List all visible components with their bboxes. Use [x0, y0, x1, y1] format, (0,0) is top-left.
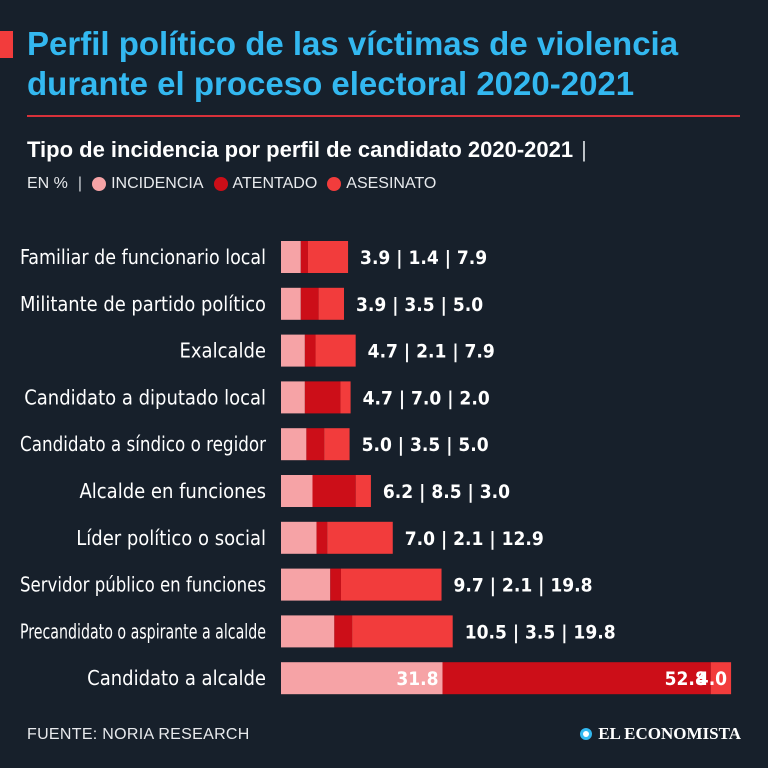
- chart-legend: EN % | INCIDENCIA ATENTADO ASESINATO: [27, 173, 446, 195]
- bar-segment-incidencia: [281, 568, 331, 601]
- bar-segment-atentado: [300, 287, 319, 320]
- data-label: 7.0 | 2.1 | 12.9: [405, 528, 544, 550]
- category-label: Servidor público en funciones: [20, 573, 266, 597]
- bar-segment-asesinato: [352, 615, 453, 648]
- bar-segment-atentado: [330, 568, 341, 601]
- title-accent-bar: [0, 31, 13, 58]
- bar-segment-incidencia: [281, 662, 443, 695]
- bar-segment-asesinato: [340, 381, 351, 414]
- data-label: 9.7 | 2.1 | 19.8: [454, 575, 593, 597]
- data-label-asesinato: 4.0: [697, 668, 727, 690]
- bar-segment-incidencia: [281, 615, 335, 648]
- category-label: Líder político o social: [76, 526, 266, 550]
- bar-segment-atentado: [306, 428, 325, 461]
- legend-label-atentado: ATENTADO: [232, 175, 318, 192]
- bar-segment-incidencia: [281, 334, 305, 367]
- bar-segment-atentado: [304, 381, 341, 414]
- legend-label-asesinato: ASESINATO: [346, 175, 437, 192]
- bar-segment-atentado: [334, 615, 353, 648]
- legend-item-asesinato: ASESINATO: [327, 175, 436, 193]
- data-label-incidencia: 31.8: [396, 668, 438, 690]
- data-label: 3.9 | 3.5 | 5.0: [356, 294, 483, 316]
- bar-segment-asesinato: [355, 475, 371, 507]
- bar-segment-incidencia: [281, 475, 313, 507]
- legend-item-atentado: ATENTADO: [213, 175, 318, 193]
- brand-icon: [580, 728, 593, 740]
- bar-segment-incidencia: [281, 241, 301, 273]
- bar-segment-asesinato: [327, 521, 393, 554]
- legend-item-incidencia: INCIDENCIA: [92, 175, 204, 193]
- bar-segment-incidencia: [281, 428, 307, 461]
- bar-segment-incidencia: [281, 521, 317, 554]
- category-label: Candidato a diputado local: [24, 385, 266, 409]
- legend-swatch-atentado: [213, 177, 228, 191]
- bar-segment-atentado: [442, 662, 711, 695]
- bar-segment-asesinato: [315, 334, 356, 367]
- brand-logo: EL ECONOMISTA: [580, 724, 741, 744]
- bar-segment-atentado: [304, 334, 316, 367]
- data-label: 5.0 | 3.5 | 5.0: [362, 434, 489, 456]
- chart-title-text: Tipo de incidencia por perfil de candida…: [27, 137, 574, 162]
- category-label: Militante de partido político: [20, 292, 266, 316]
- bar-segment-atentado: [312, 475, 356, 507]
- data-label: 4.7 | 2.1 | 7.9: [368, 341, 495, 363]
- category-label: Exalcalde: [180, 339, 266, 363]
- bar-segment-asesinato: [307, 241, 349, 273]
- data-label-atentado: 52.8: [665, 668, 707, 690]
- bar-segment-asesinato: [340, 568, 442, 601]
- category-label: Candidato a síndico o regidor: [20, 432, 267, 456]
- page-title: Perfil político de las víctimas de viole…: [27, 25, 679, 102]
- bar-segment-asesinato: [318, 287, 344, 320]
- category-label: Candidato a alcalde: [87, 666, 266, 690]
- bar-segment-incidencia: [281, 287, 301, 320]
- brand-name: EL ECONOMISTA: [598, 724, 741, 743]
- unit-label: EN %: [27, 175, 68, 192]
- category-label: Familiar de funcionario local: [20, 245, 266, 269]
- chart-title: Tipo de incidencia por perfil de candida…: [27, 137, 587, 163]
- bar-segment-incidencia: [281, 381, 305, 414]
- data-label: 6.2 | 8.5 | 3.0: [383, 481, 510, 503]
- category-label: Precandidato o aspirante a alcalde: [20, 619, 266, 643]
- data-label: 4.7 | 7.0 | 2.0: [363, 387, 490, 409]
- bar-segment-atentado: [300, 241, 308, 273]
- data-label: 3.9 | 1.4 | 7.9: [360, 247, 487, 269]
- legend-label-incidencia: INCIDENCIA: [111, 175, 204, 192]
- legend-swatch-incidencia: [92, 177, 107, 191]
- data-label: 10.5 | 3.5 | 19.8: [465, 621, 616, 643]
- chart-title-separator: |: [581, 137, 587, 162]
- source-note: FUENTE: NORIA RESEARCH: [27, 726, 250, 743]
- legend-swatch-asesinato: [327, 177, 342, 191]
- bar-segment-asesinato: [324, 428, 350, 461]
- legend-separator: |: [77, 175, 83, 192]
- bar-segment-atentado: [316, 521, 328, 554]
- category-label: Alcalde en funciones: [79, 479, 266, 503]
- title-divider: [27, 115, 740, 117]
- bar-segment-asesinato: [710, 662, 732, 695]
